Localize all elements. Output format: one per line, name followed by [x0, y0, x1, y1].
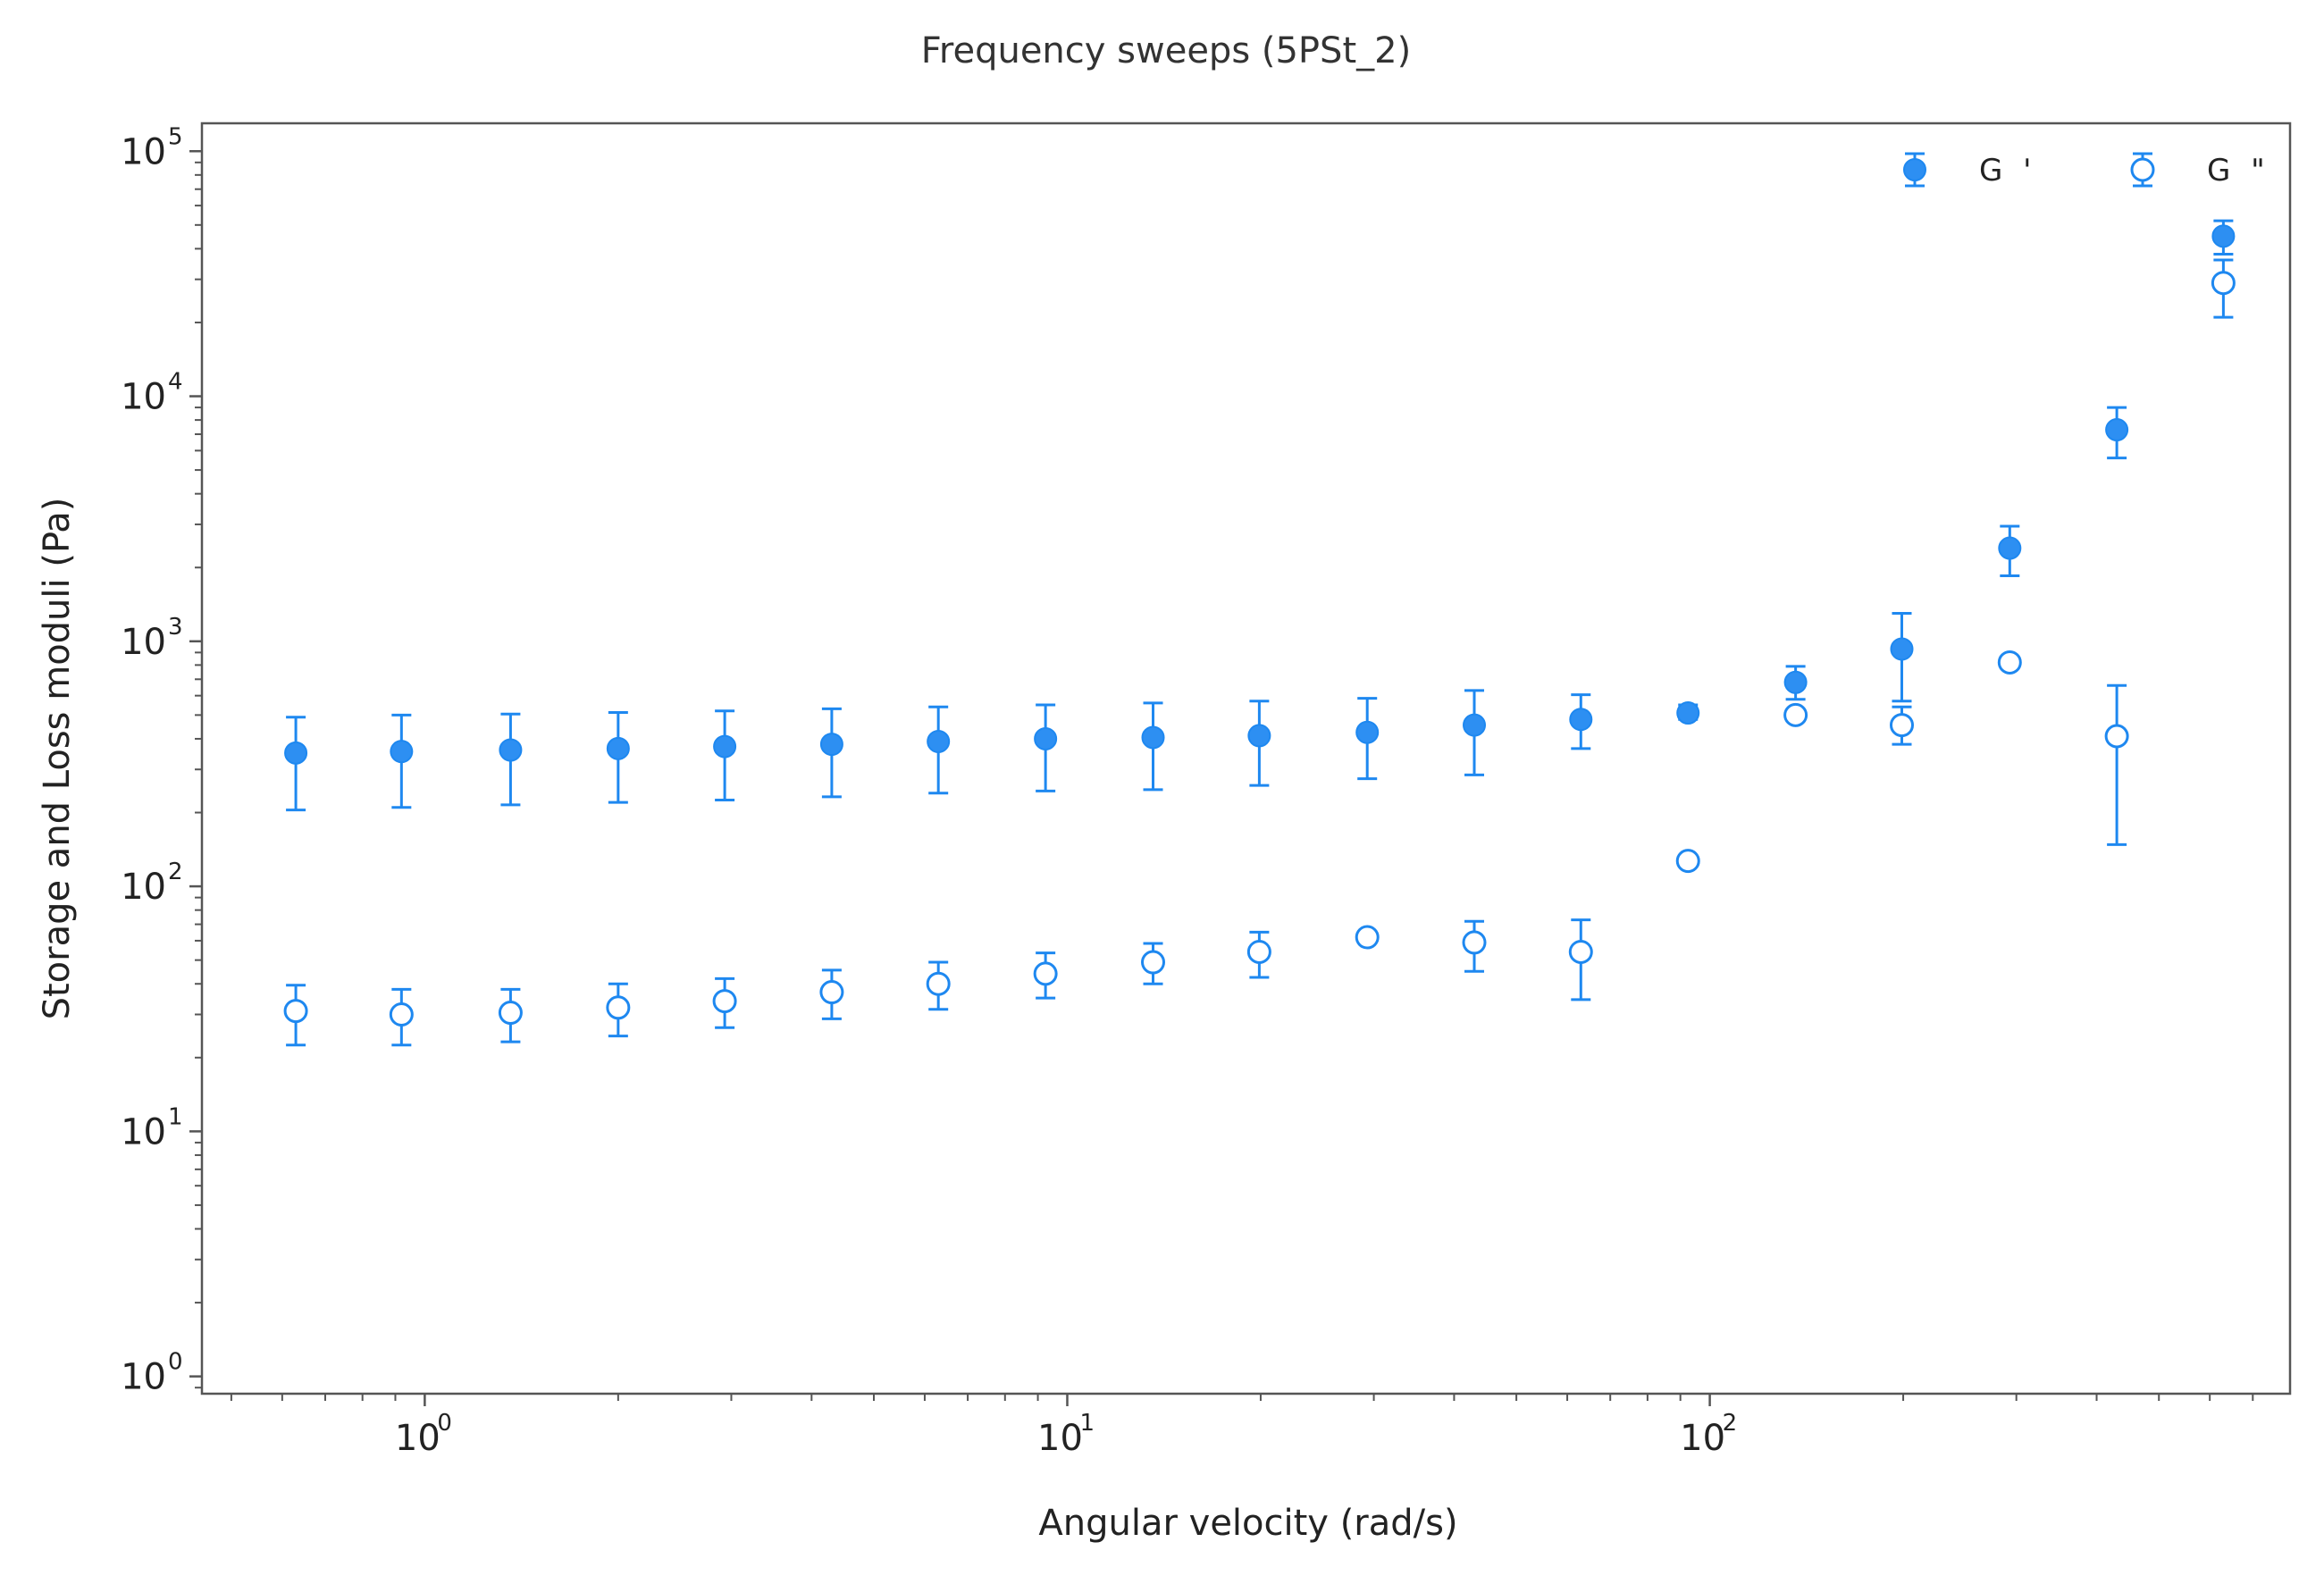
y-tick-exponent: 1 [168, 1103, 183, 1130]
g-double-prime-point [1783, 702, 1808, 727]
legend-g-prime-marker [1903, 158, 1926, 181]
legend-g-double-prime-label: G " [2207, 153, 2270, 189]
g-double-prime-point [498, 1001, 523, 1026]
g-double-prime-point [2104, 724, 2129, 749]
x-tick-exponent: 1 [1079, 1410, 1095, 1437]
y-tick-exponent: 4 [168, 369, 183, 396]
g-double-prime-point [2211, 271, 2236, 296]
x-tick-label: 10 [1037, 1418, 1083, 1459]
g-double-prime-point [819, 980, 844, 1005]
g-prime-point [1355, 720, 1380, 744]
g-double-prime-point [1033, 961, 1058, 986]
g-prime-point [1998, 536, 2022, 560]
x-minor-ticks [230, 1394, 2254, 1401]
g-prime-point [1141, 725, 1165, 750]
g-prime-point [1676, 701, 1700, 725]
g-double-prime-point [1462, 930, 1487, 955]
g-double-prime-point [283, 999, 308, 1024]
legend-g-prime-label: G ' [1979, 153, 2037, 189]
g-double-prime-point [1141, 950, 1166, 975]
g-double-prime-point [712, 989, 737, 1014]
y-tick-label: 10 [121, 1111, 166, 1152]
g-prime-point [284, 741, 308, 765]
y-tick-exponent: 2 [168, 859, 183, 885]
g-double-prime-point [606, 995, 631, 1020]
g-prime-point [1783, 670, 1808, 694]
g-double-prime-point [926, 971, 951, 996]
y-minor-ticks [195, 161, 202, 1389]
g-prime-point [1034, 726, 1058, 750]
g-double-prime-point [1568, 939, 1593, 964]
g-prime-point [499, 738, 523, 762]
g-prime-point [606, 736, 630, 760]
x-tick-exponent: 2 [1723, 1410, 1738, 1437]
g-prime-point [819, 733, 843, 757]
g-prime-point [713, 734, 737, 758]
y-tick-label: 10 [121, 867, 166, 908]
legend-item-g-double-prime: G " [2130, 152, 2270, 189]
x-tick-exponent: 0 [437, 1410, 452, 1437]
x-axis-label: Angular velocity (rad/s) [1038, 1503, 1457, 1544]
g-double-prime-point [1355, 925, 1380, 950]
y-tick-exponent: 0 [168, 1349, 183, 1376]
g-double-prime-point [389, 1002, 414, 1027]
legend: G ' G " [1903, 152, 2270, 189]
g-prime-point [2211, 224, 2236, 248]
y-tick-label: 10 [121, 622, 166, 663]
y-tick-label: 10 [121, 377, 166, 418]
y-axis-label: Storage and Loss moduli (Pa) [37, 498, 78, 1020]
x-tick-label: 10 [395, 1418, 440, 1459]
y-tick-label: 10 [121, 1357, 166, 1398]
x-axis-ticks: 100 101 102 [395, 1394, 1737, 1459]
g-prime-point [927, 729, 951, 753]
g-double-prime-point [1997, 650, 2022, 675]
g-prime-point [390, 740, 414, 764]
g-prime-point [1890, 637, 1914, 661]
g-prime-point [1569, 708, 1593, 732]
g-double-prime-point [1889, 713, 1914, 738]
y-tick-label: 10 [121, 131, 166, 172]
g-prime-point [1463, 713, 1487, 737]
plot-frame [200, 122, 2292, 1395]
g-double-prime-point [1675, 849, 1700, 874]
x-tick-label: 10 [1680, 1418, 1725, 1459]
y-tick-exponent: 3 [168, 614, 183, 641]
g-prime-point [2105, 418, 2129, 442]
chart-title: Frequency sweeps (5PSt_2) [921, 30, 1411, 71]
y-tick-exponent: 5 [168, 123, 183, 150]
data-marks [283, 219, 2236, 1047]
g-double-prime-point [1246, 939, 1271, 964]
legend-g-double-prime-marker [2130, 157, 2155, 182]
g-prime-point [1247, 724, 1271, 748]
legend-item-g-prime: G ' [1903, 152, 2037, 189]
